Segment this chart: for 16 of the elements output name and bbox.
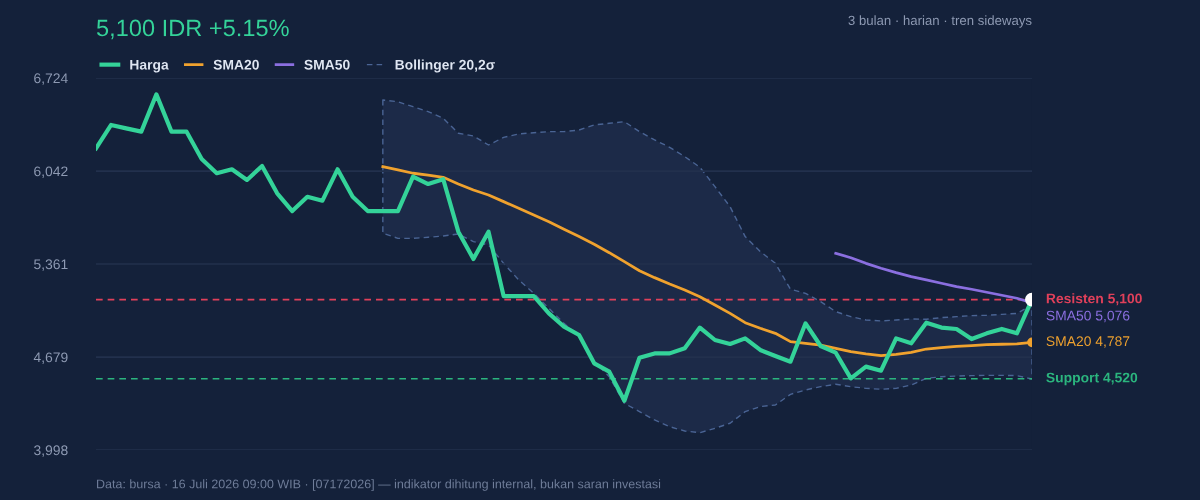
- y-tick-label: 6,724: [34, 73, 68, 85]
- text: SMA50 5,076: [1046, 310, 1130, 323]
- text: Data: bursa · 16 Juli 2026 09:00 WIB · [07172026] — indikator dihitung internal, bukan saran investasi: [97, 479, 661, 491]
- legend-label: SMA50: [304, 59, 350, 70]
- y-tick-label: 6,042: [34, 166, 68, 178]
- y-tick-label: 4,679: [33, 352, 68, 364]
- chart-subtitle: 3 bulan · harian · tren sideways: [848, 15, 1032, 28]
- ref-line-label: Support 4,520: [1046, 372, 1138, 386]
- text: Bollinger 20,2σ: [395, 59, 495, 73]
- y-tick-label: 3,998: [34, 445, 68, 457]
- ref-line-label: Resisten 5,100: [1046, 293, 1142, 306]
- legend-label: SMA20: [213, 59, 259, 70]
- legend-label: Harga: [130, 59, 169, 73]
- text: SMA20 4,787: [1046, 336, 1130, 348]
- y-tick-label: 5,361: [34, 259, 68, 271]
- chart-title: 5,100 IDR +5.15%: [96, 19, 289, 40]
